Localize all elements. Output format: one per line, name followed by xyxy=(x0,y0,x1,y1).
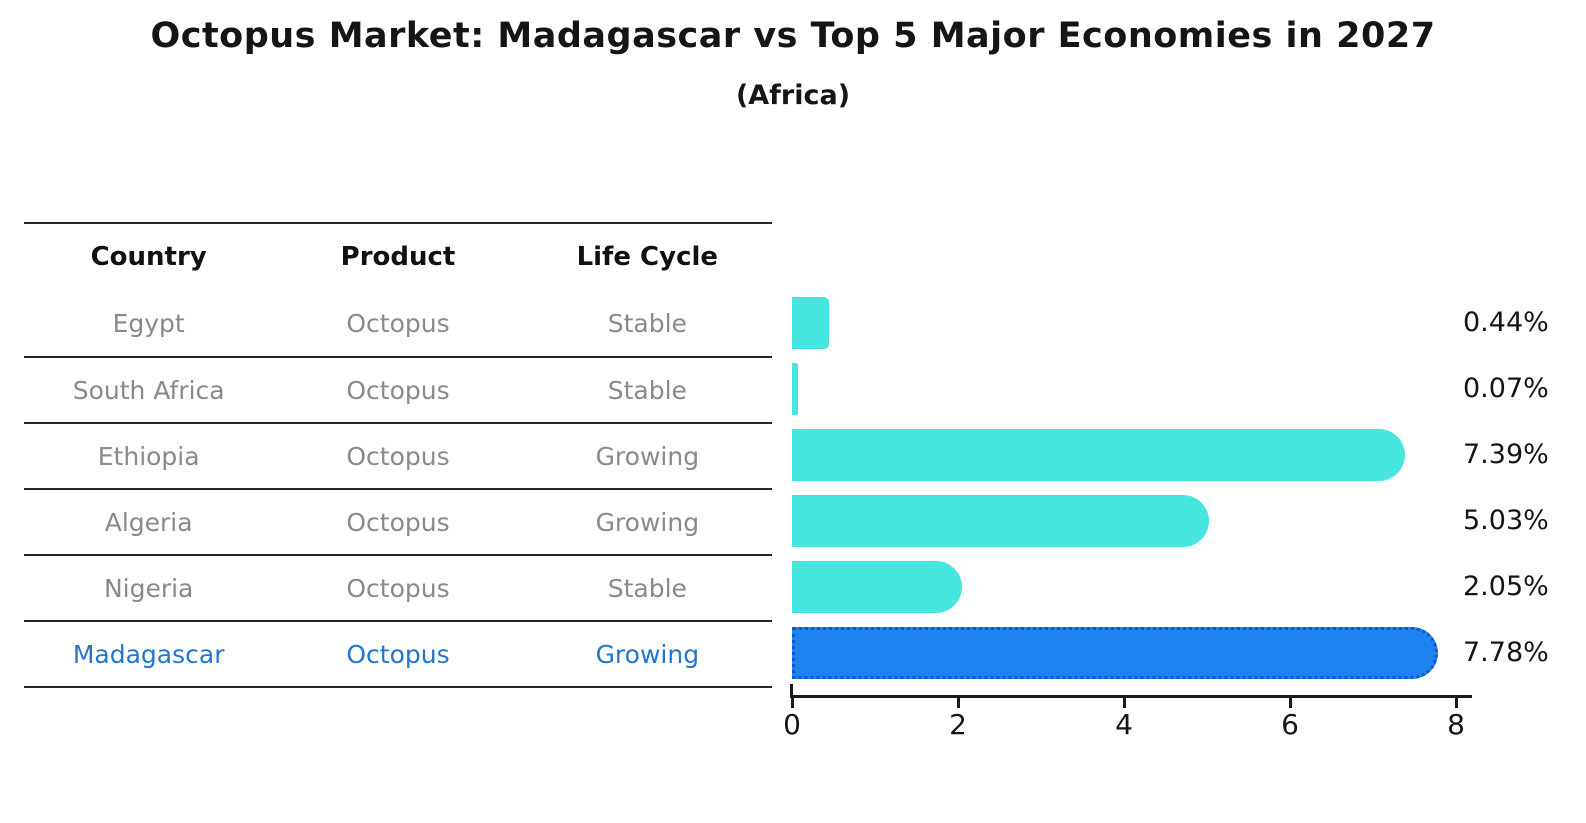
x-axis-tick-mark xyxy=(790,698,794,708)
table-row: Madagascar Octopus Growing xyxy=(24,620,772,686)
table-cell: Ethiopia xyxy=(97,441,200,471)
table-row: Egypt Octopus Stable xyxy=(24,290,772,356)
value-label: 7.78% xyxy=(1463,637,1549,668)
table-header-cell: Life Cycle xyxy=(576,242,719,272)
table-body: Egypt Octopus Stable South Africa Octopus Sta… xyxy=(24,290,772,686)
table-cell: Growing xyxy=(595,639,700,669)
table-row: Ethiopia Octopus Growing xyxy=(24,422,772,488)
table-cell: Octopus xyxy=(346,375,450,405)
table-cell: Octopus xyxy=(346,308,450,338)
table-cell: South Africa xyxy=(72,375,225,405)
table-cell: Growing xyxy=(595,507,700,537)
table-cell: Octopus xyxy=(346,573,450,603)
value-label: 2.05% xyxy=(1463,571,1549,602)
x-axis-tick-label: 0 xyxy=(783,708,801,741)
bar-ethiopia xyxy=(792,429,1406,481)
x-axis-tick-label: 4 xyxy=(1115,708,1133,741)
table-cell: Algeria xyxy=(104,507,193,537)
x-axis-tick-label: 8 xyxy=(1447,708,1465,741)
table-cell: Stable xyxy=(607,573,687,603)
bar-algeria xyxy=(792,495,1210,547)
chart-title: Octopus Market: Madagascar vs Top 5 Majo… xyxy=(150,16,1436,56)
country-table: Country Product Life Cycle Egypt Octopus Sta… xyxy=(24,222,772,688)
table-row: Algeria Octopus Growing xyxy=(24,488,772,554)
x-axis-tick-mark xyxy=(956,698,960,708)
table-cell: Egypt xyxy=(112,308,185,338)
table-cell: Madagascar xyxy=(72,639,225,669)
value-label: 5.03% xyxy=(1463,505,1549,536)
table-cell: Octopus xyxy=(346,639,450,669)
table-cell: Nigeria xyxy=(103,573,194,603)
table-header-cell: Product xyxy=(340,242,456,272)
value-label: 0.44% xyxy=(1463,307,1549,338)
value-label: 0.07% xyxy=(1463,373,1549,404)
table-row: South Africa Octopus Stable xyxy=(24,356,772,422)
x-axis-tick-mark xyxy=(1454,698,1458,708)
x-axis-tick-label: 6 xyxy=(1281,708,1299,741)
x-axis-line xyxy=(790,695,1472,698)
table-header-row: Country Product Life Cycle xyxy=(24,224,772,290)
table-cell: Growing xyxy=(595,441,700,471)
table-header-cell: Country xyxy=(90,242,207,272)
table-cell: Stable xyxy=(607,375,687,405)
x-axis-tick-mark xyxy=(1288,698,1292,708)
value-label: 7.39% xyxy=(1463,439,1549,470)
bar-nigeria xyxy=(792,561,963,613)
table-row: Nigeria Octopus Stable xyxy=(24,554,772,620)
table-cell: Octopus xyxy=(346,441,450,471)
table-cell: Stable xyxy=(607,308,687,338)
bar-egypt xyxy=(792,297,829,349)
table-cell: Octopus xyxy=(346,507,450,537)
bar-south-africa xyxy=(792,363,798,415)
bar-madagascar xyxy=(792,627,1438,679)
x-axis-origin-stub xyxy=(790,684,793,696)
x-axis-tick-label: 2 xyxy=(949,708,967,741)
x-axis-tick-mark xyxy=(1122,698,1126,708)
chart-subtitle: (Africa) xyxy=(735,80,851,111)
